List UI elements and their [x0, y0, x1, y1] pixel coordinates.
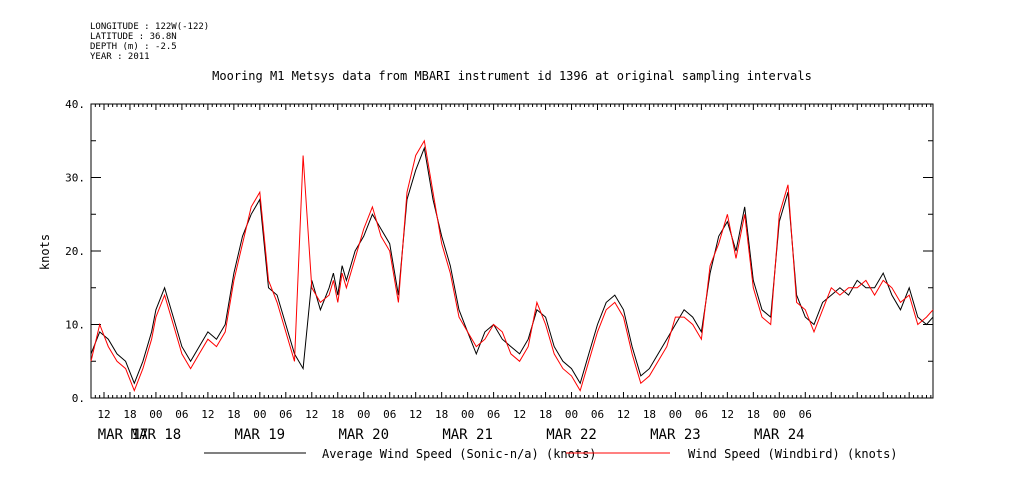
x-tick-label: 06 [591, 408, 604, 421]
x-tick-label: 00 [773, 408, 786, 421]
x-date-label: MAR 21 [442, 427, 493, 443]
legend-label-windbird: Wind Speed (Windbird) (knots) [688, 447, 898, 461]
axes: 12 18 00 06 12 18 00 06 12 18 00 06 12 18 00 06 12 18 00 06… [65, 98, 934, 443]
series-line-average-wind-speed [90, 146, 934, 385]
x-tick-label: 00 [565, 408, 578, 421]
x-tick-label: 18 [435, 408, 448, 421]
x-tick-label: 18 [643, 408, 656, 421]
x-tick-label: 00 [461, 408, 474, 421]
x-tick-label: 06 [799, 408, 812, 421]
x-date-label: MAR 22 [546, 427, 597, 443]
x-tick-label: 12 [305, 408, 318, 421]
x-date-label: MAR 20 [338, 427, 389, 443]
legend-label-average: Average Wind Speed (Sonic-n/a) (knots) [322, 447, 597, 461]
x-tick-label: 12 [409, 408, 422, 421]
x-date-label: MAR 18 [131, 427, 182, 443]
latitude-label: LATITUDE : 36.8N [90, 32, 177, 42]
series-line-windbird-wind-speed [90, 139, 934, 392]
x-date-label: MAR 23 [650, 427, 701, 443]
x-tick-label: 00 [149, 408, 162, 421]
depth-label: DEPTH (m) : -2.5 [90, 42, 177, 52]
x-tick-label: 12 [97, 408, 110, 421]
x-tick-label: 06 [279, 408, 292, 421]
x-tick-label: 06 [695, 408, 708, 421]
year-label: YEAR : 2011 [90, 52, 150, 62]
y-axis-label: knots [38, 234, 52, 270]
y-tick-label: 30. [65, 172, 85, 185]
x-tick-label: 12 [617, 408, 630, 421]
x-tick-label: 06 [383, 408, 396, 421]
x-tick-label: 12 [201, 408, 214, 421]
longitude-label: LONGITUDE : 122W(-122) [90, 22, 209, 32]
x-tick-label: 18 [747, 408, 760, 421]
series-group [90, 139, 934, 392]
x-tick-label: 00 [669, 408, 682, 421]
x-tick-label: 12 [513, 408, 526, 421]
x-tick-label: 18 [227, 408, 240, 421]
legend: Average Wind Speed (Sonic-n/a) (knots) W… [204, 447, 898, 461]
x-tick-label: 00 [253, 408, 266, 421]
y-tick-label: 40. [65, 98, 85, 111]
x-date-label: MAR 17 [98, 427, 149, 443]
x-date-label: MAR 19 [235, 427, 286, 443]
y-tick-label: 10. [65, 319, 85, 332]
x-tick-label: 00 [357, 408, 370, 421]
x-tick-label: 18 [539, 408, 552, 421]
x-date-label: MAR 24 [754, 427, 805, 443]
x-tick-label: 18 [123, 408, 136, 421]
y-tick-label: 0. [72, 392, 85, 405]
plot-frame [90, 103, 934, 399]
x-tick-label: 18 [331, 408, 344, 421]
x-tick-label: 06 [175, 408, 188, 421]
x-tick-label: 12 [721, 408, 734, 421]
x-tick-label: 06 [487, 408, 500, 421]
y-tick-label: 20. [65, 245, 85, 258]
chart-title: Mooring M1 Metsys data from MBARI instru… [212, 69, 812, 83]
